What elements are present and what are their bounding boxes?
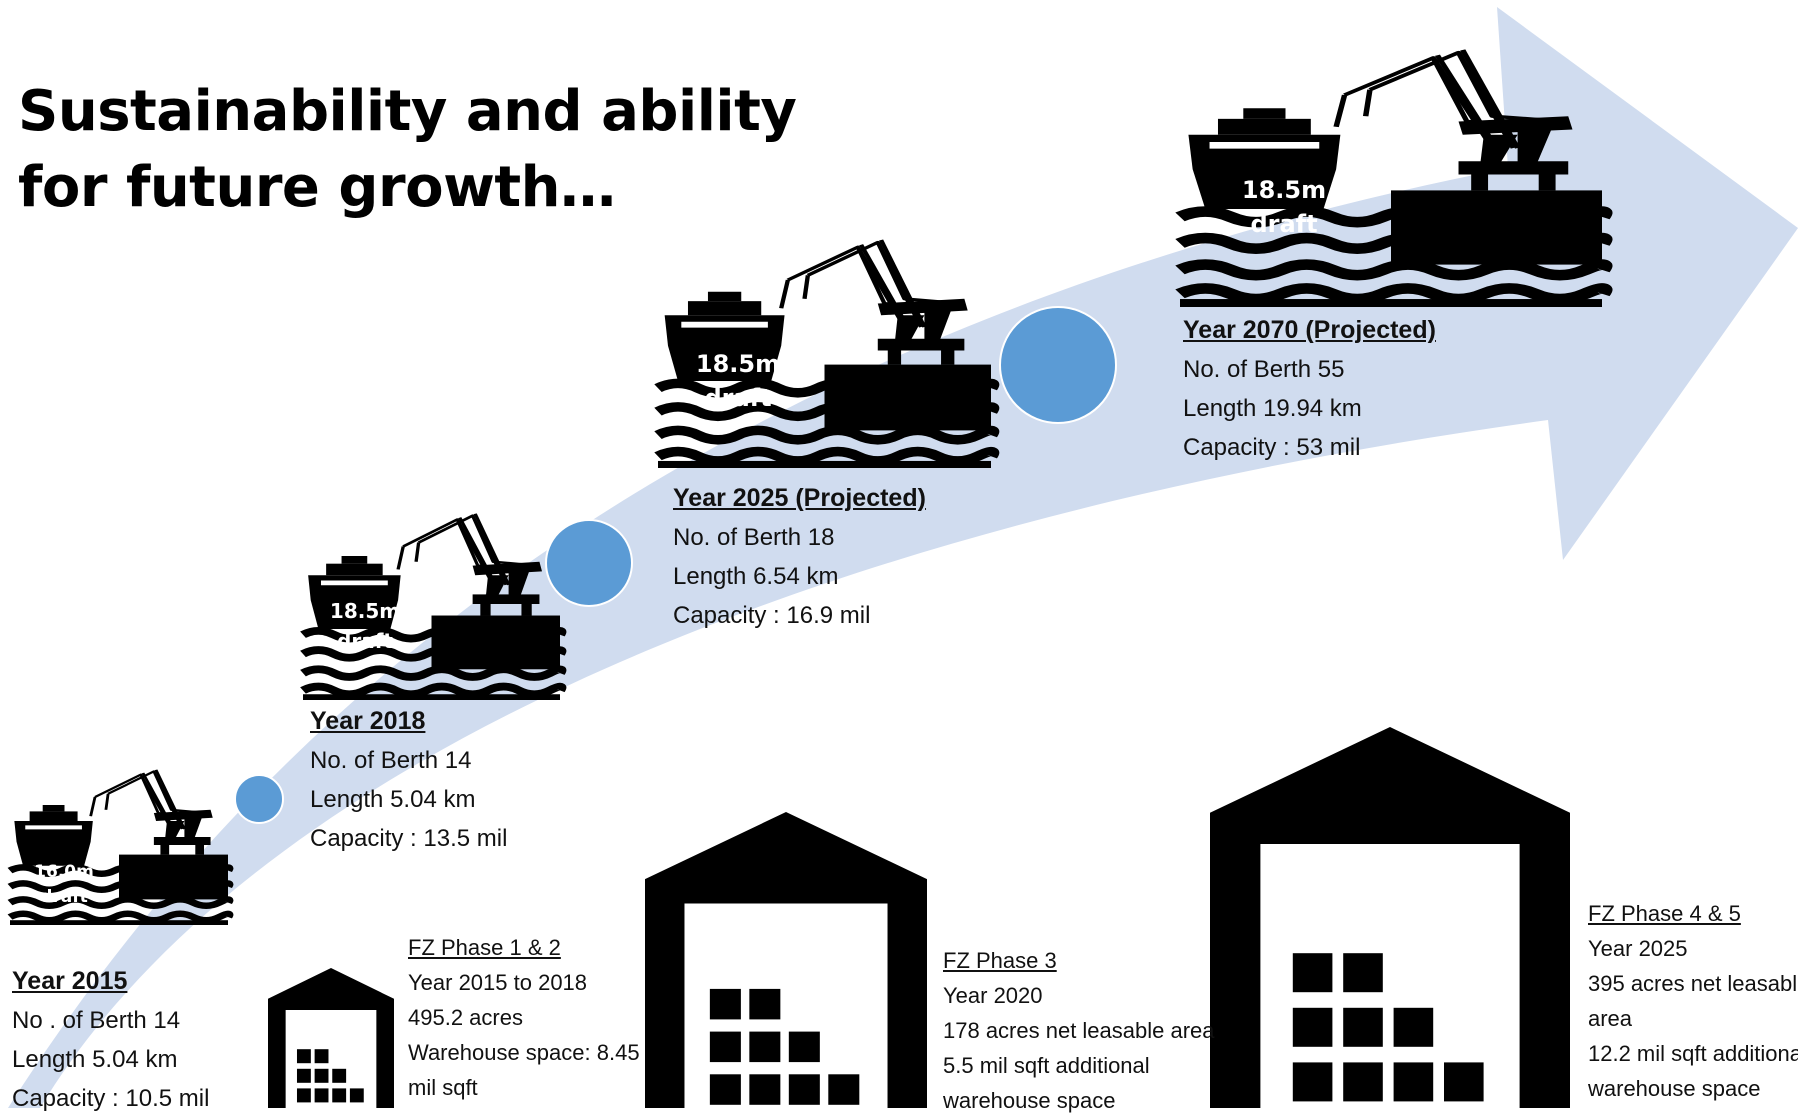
- milestone-line: Capacity : 10.5 mil: [12, 1085, 210, 1112]
- milestone-line: Length 6.54 km: [673, 563, 839, 590]
- fz-phase-4-5: FZ Phase 4 & 5 Year 2025 395 acres net l…: [1588, 896, 1798, 1106]
- growth-arrow: [8, 7, 1798, 1108]
- fz-line: mil sqft: [408, 1075, 478, 1100]
- warehouse-icon: [1210, 727, 1570, 1108]
- fz-heading: FZ Phase 3: [943, 948, 1057, 973]
- svg-text:draft: draft: [337, 629, 393, 653]
- milestone-line: Length 5.04 km: [310, 786, 476, 813]
- title-line-1: Sustainability and ability: [18, 79, 797, 144]
- milestone-heading: Year 2025 (Projected): [673, 484, 926, 512]
- fz-phase-1-2: FZ Phase 1 & 2 Year 2015 to 2018 495.2 a…: [408, 930, 640, 1105]
- milestone-line: No. of Berth 18: [673, 524, 835, 551]
- milestone-line: No. of Berth 14: [310, 747, 472, 774]
- milestone-line: No. of Berth 55: [1183, 356, 1345, 383]
- fz-line: Year 2015 to 2018: [408, 970, 588, 995]
- svg-text:draft: draft: [704, 384, 771, 412]
- fz-line: 12.2 mil sqft additional: [1588, 1041, 1798, 1066]
- milestone-2015: Year 2015 No . of Berth 14 Length 5.04 k…: [12, 962, 209, 1118]
- milestone-heading: Year 2018: [310, 707, 426, 735]
- milestone-heading: Year 2070 (Projected): [1183, 316, 1436, 344]
- milestone-line: Capacity : 16.9 mil: [673, 602, 871, 629]
- milestone-2018: Year 2018 No. of Berth 14 Length 5.04 km…: [310, 702, 507, 858]
- svg-text:16.0m: 16.0m: [34, 862, 94, 882]
- page-title: Sustainability and ability for future gr…: [18, 74, 797, 226]
- fz-heading: FZ Phase 4 & 5: [1588, 901, 1741, 926]
- timeline-dot-3: [999, 306, 1117, 424]
- milestone-line: Length 5.04 km: [12, 1046, 178, 1073]
- fz-line: Year 2025: [1588, 936, 1688, 961]
- fz-line: Warehouse space: 8.45: [408, 1040, 640, 1065]
- fz-line: 495.2 acres: [408, 1005, 523, 1030]
- fz-line: warehouse space: [943, 1088, 1116, 1113]
- timeline-dot-2: [545, 519, 633, 607]
- svg-text:draft: draft: [40, 887, 88, 907]
- milestone-line: No . of Berth 14: [12, 1007, 181, 1034]
- timeline-dots: [234, 306, 1117, 824]
- milestone-line: Capacity : 53 mil: [1183, 434, 1361, 461]
- warehouse-icon: [645, 812, 927, 1108]
- milestone-line: Length 19.94 km: [1183, 395, 1362, 422]
- fz-line: warehouse space: [1588, 1076, 1761, 1101]
- svg-text:18.5m: 18.5m: [330, 599, 400, 623]
- svg-text:18.5m: 18.5m: [1242, 176, 1326, 204]
- fz-line: 395 acres net leasable: [1588, 971, 1798, 996]
- title-line-2: for future growth…: [18, 155, 616, 220]
- timeline-dot-1: [234, 774, 284, 824]
- milestone-2070: Year 2070 (Projected) No. of Berth 55 Le…: [1183, 311, 1436, 467]
- fz-line: area: [1588, 1006, 1633, 1031]
- milestone-2025: Year 2025 (Projected) No. of Berth 18 Le…: [673, 479, 926, 635]
- fz-line: Year 2020: [943, 983, 1043, 1008]
- warehouse-icon: [268, 968, 394, 1108]
- svg-text:draft: draft: [1250, 210, 1317, 238]
- svg-text:18.5m: 18.5m: [696, 350, 780, 378]
- fz-heading: FZ Phase 1 & 2: [408, 935, 561, 960]
- fz-phase-3: FZ Phase 3 Year 2020 178 acres net leasa…: [943, 943, 1215, 1118]
- fz-line: 178 acres net leasable area: [943, 1018, 1215, 1043]
- fz-line: 5.5 mil sqft additional: [943, 1053, 1150, 1078]
- milestone-line: Capacity : 13.5 mil: [310, 825, 508, 852]
- milestone-heading: Year 2015: [12, 967, 128, 995]
